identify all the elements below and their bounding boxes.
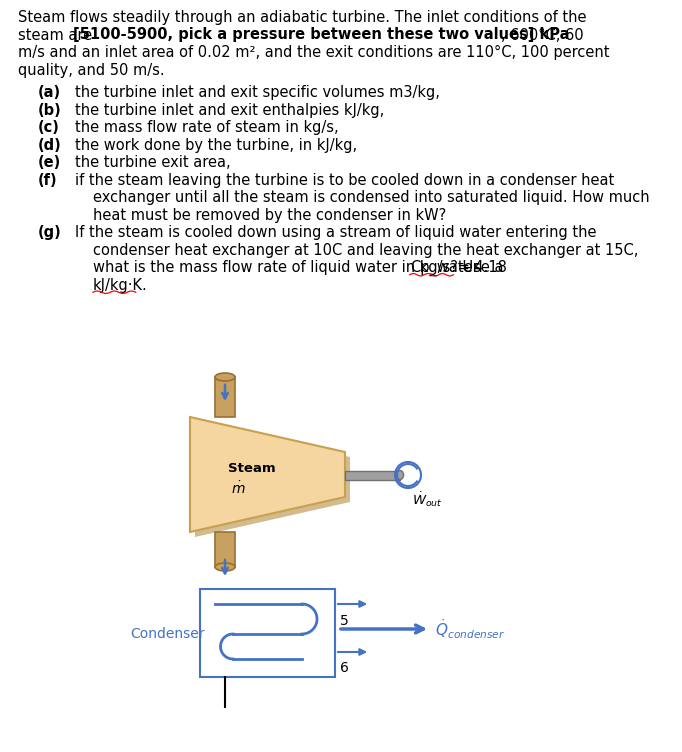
Text: $\dot{W}_{out}$: $\dot{W}_{out}$ — [412, 490, 443, 509]
Bar — [215, 377, 235, 417]
Text: m/s and an inlet area of 0.02 m², and the exit conditions are 110°C, 100 percent: m/s and an inlet area of 0.02 m², and th… — [18, 45, 610, 60]
Text: [5100-5900, pick a pressure between these two values] kPa: [5100-5900, pick a pressure between thes… — [73, 28, 569, 43]
Text: quality, and 50 m/s.: quality, and 50 m/s. — [18, 62, 164, 77]
Text: what is the mass flow rate of liquid water in kg/s? Use a: what is the mass flow rate of liquid wat… — [93, 260, 508, 275]
Text: (g): (g) — [38, 226, 62, 240]
Text: Cp_water: Cp_water — [410, 260, 479, 277]
Ellipse shape — [215, 563, 235, 571]
Text: (f): (f) — [38, 173, 57, 188]
Text: if the steam leaving the turbine is to be cooled down in a condenser heat: if the steam leaving the turbine is to b… — [75, 173, 614, 188]
Text: (b): (b) — [38, 103, 62, 118]
Text: 5: 5 — [340, 614, 349, 628]
Text: (a): (a) — [38, 85, 61, 100]
Text: the mass flow rate of steam in kg/s,: the mass flow rate of steam in kg/s, — [75, 120, 339, 135]
Text: the turbine inlet and exit enthalpies kJ/kg,: the turbine inlet and exit enthalpies kJ… — [75, 103, 384, 118]
Text: (d): (d) — [38, 138, 62, 153]
Text: heat must be removed by the condenser in kW?: heat must be removed by the condenser in… — [93, 208, 446, 223]
Text: $\dot{m}$: $\dot{m}$ — [231, 480, 246, 496]
Text: , 600°C, 60: , 600°C, 60 — [501, 28, 584, 43]
Bar — [345, 471, 400, 480]
Bar — [215, 532, 235, 567]
Text: the work done by the turbine, in kJ/kg,: the work done by the turbine, in kJ/kg, — [75, 138, 357, 153]
Text: (c): (c) — [38, 120, 60, 135]
Text: 6: 6 — [340, 661, 349, 675]
Ellipse shape — [396, 471, 404, 480]
Text: steam are: steam are — [18, 28, 97, 43]
Text: $\dot{Q}_{condenser}$: $\dot{Q}_{condenser}$ — [435, 617, 505, 641]
Polygon shape — [195, 422, 350, 537]
Bar — [200, 589, 335, 677]
Text: = 4.18: = 4.18 — [454, 260, 507, 275]
Text: kJ/kg·K.: kJ/kg·K. — [93, 277, 148, 293]
Text: If the steam is cooled down using a stream of liquid water entering the: If the steam is cooled down using a stre… — [75, 226, 597, 240]
Text: exchanger until all the steam is condensed into saturated liquid. How much: exchanger until all the steam is condens… — [93, 190, 650, 205]
Text: (e): (e) — [38, 155, 61, 170]
Text: the turbine inlet and exit specific volumes m3/kg,: the turbine inlet and exit specific volu… — [75, 85, 440, 100]
Text: Steam: Steam — [228, 462, 276, 475]
Ellipse shape — [215, 373, 235, 381]
Text: condenser heat exchanger at 10C and leaving the heat exchanger at 15C,: condenser heat exchanger at 10C and leav… — [93, 243, 638, 258]
Polygon shape — [190, 417, 345, 532]
Text: Steam flows steadily through an adiabatic turbine. The inlet conditions of the: Steam flows steadily through an adiabati… — [18, 10, 587, 25]
Text: the turbine exit area,: the turbine exit area, — [75, 155, 231, 170]
Text: Condenser: Condenser — [130, 627, 205, 641]
